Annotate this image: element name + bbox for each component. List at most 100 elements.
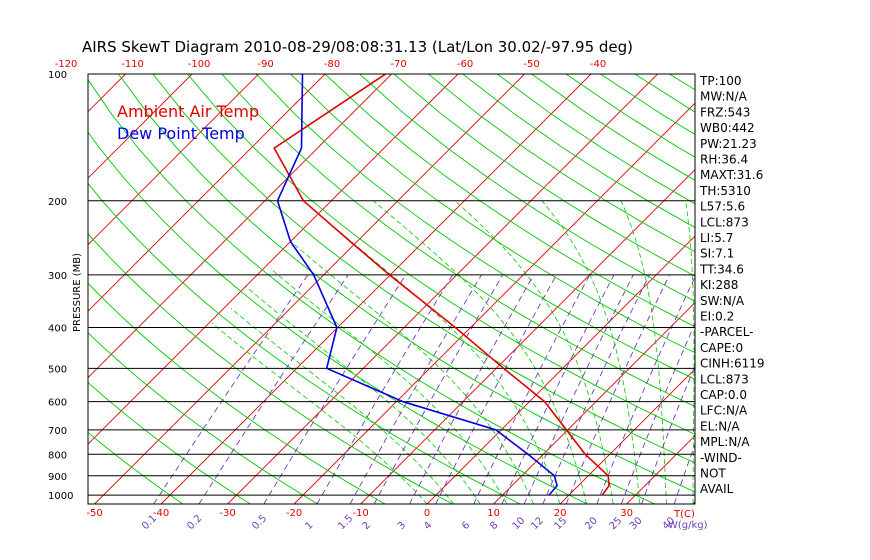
dry-adiabat-line [152, 74, 695, 464]
mixing-ratio-label: 0.2 [185, 513, 204, 532]
stability-index-item: PW:21.23 [700, 137, 757, 151]
mixing-ratio-label: 4 [422, 520, 434, 532]
stability-index-item: LCL:873 [700, 215, 749, 229]
dry-adiabat-line [290, 74, 695, 354]
mixing-ratio-line [641, 364, 695, 504]
isotherm-line [88, 74, 259, 246]
pressure-tick-label: 800 [48, 450, 67, 461]
mixing-ratio-line [373, 274, 504, 504]
y-axis-label: PRESSURE (MB) [72, 253, 83, 332]
isotherm-line [88, 74, 326, 312]
stability-index-item: LCL:873 [700, 372, 749, 386]
stability-index-item: L57:5.6 [700, 200, 745, 214]
bottom-temperature-tick-label: -10 [352, 508, 368, 519]
top-temperature-tick-label: -40 [590, 59, 606, 70]
dry-adiabat-line [88, 182, 521, 504]
top-temperature-tick-label: -70 [390, 59, 406, 70]
stability-index-item: RH:36.4 [700, 153, 748, 167]
pressure-tick-labels: 100 200 300 400 500 600 700 800 900 1000 [48, 70, 73, 502]
mixing-ratio-line [316, 274, 453, 504]
isotherm-line [426, 235, 695, 504]
isotherm-line [160, 74, 592, 504]
stability-index-item: LI:5.7 [700, 231, 733, 245]
moist-adiabat-line [290, 241, 534, 504]
mixing-ratio-line [542, 274, 650, 504]
mixing-ratio-axis-label: W(g/kg) [668, 520, 708, 531]
moist-adiabat-line [245, 286, 481, 504]
chart-title: AIRS SkewT Diagram 2010-08-29/08:08:31.1… [82, 38, 633, 56]
pressure-tick-label: 700 [48, 426, 67, 437]
stability-index-item: CAPE:0 [700, 341, 743, 355]
isotherm-line [293, 102, 695, 504]
mixing-ratio-label: 20 [583, 515, 600, 532]
stability-index-item: FRZ:543 [700, 105, 750, 119]
mixing-ratio-line [596, 275, 695, 504]
stability-index-item: LFC:N/A [700, 404, 748, 418]
pressure-tick-label: 100 [48, 70, 67, 81]
stability-index-item: MW:N/A [700, 90, 748, 104]
bottom-temperature-tick-label: 20 [554, 508, 567, 519]
bottom-temperature-tick-label: -20 [286, 508, 302, 519]
mixing-ratio-line [523, 274, 634, 504]
isotherm-line [826, 74, 870, 504]
bottom-temperature-tick-label: -30 [219, 508, 235, 519]
stability-index-item: WB0:442 [700, 121, 755, 135]
dry-adiabat-line [255, 74, 695, 380]
ambient-air-temp-line [273, 74, 610, 496]
profile-lines [273, 74, 610, 496]
stability-index-item: TT:34.6 [699, 262, 744, 276]
legend-entry-dew-point-temp: Dew Point Temp [117, 124, 245, 143]
bottom-temperature-tick-label: -50 [86, 508, 102, 519]
bottom-temperature-tick-labels: -50 -40 -30 -20 -10 0 10 20 30 [86, 508, 633, 519]
pressure-tick-label: 400 [48, 324, 67, 335]
bottom-temperature-tick-label: 0 [424, 508, 430, 519]
mixing-ratio-line [620, 322, 695, 504]
stability-index-item: -PARCEL- [700, 325, 754, 339]
mixing-ratio-label: 6 [460, 520, 472, 532]
stability-index-item: EL:N/A [700, 419, 740, 433]
dry-adiabat-line [221, 74, 695, 408]
top-temperature-tick-label: -90 [257, 59, 273, 70]
mixing-ratio-line [673, 443, 695, 504]
isotherm-line [760, 74, 870, 504]
stability-index-item: CINH:6119 [700, 357, 765, 371]
top-temperature-tick-label: -100 [188, 59, 211, 70]
pressure-tick-label: 500 [48, 364, 67, 375]
top-temperature-tick-label: -120 [55, 59, 78, 70]
dry-adiabat-line [187, 74, 695, 435]
stability-index-item: MPL:N/A [700, 435, 750, 449]
mixing-ratio-label: 2 [361, 520, 373, 532]
mixing-ratio-line [409, 274, 535, 504]
pressure-tick-label: 300 [48, 271, 67, 282]
moist-adiabat-line [270, 268, 508, 504]
isotherm-line [88, 74, 193, 179]
moist-adiabat-line [541, 200, 641, 504]
moist-adiabat-line [211, 322, 428, 504]
dry-adiabat-line [118, 74, 695, 493]
bottom-temperature-tick-label: -40 [153, 508, 169, 519]
dry-adiabat-line [88, 381, 251, 504]
mixing-ratio-line [198, 274, 349, 504]
mixing-ratio-line [263, 274, 407, 504]
mixing-ratio-label: 10 [511, 515, 528, 532]
x-axis-label: T(C) [673, 509, 695, 520]
isotherm-line [88, 74, 126, 113]
dry-adiabat-line [88, 431, 184, 504]
moist-adiabat-line [620, 200, 667, 504]
stability-index-item: CAP:0.0 [700, 388, 747, 402]
isotherm-line [88, 74, 392, 379]
mixing-ratio-label: 1 [303, 520, 315, 532]
dry-adiabat-line [393, 74, 695, 277]
mixing-ratio-label: 8 [488, 520, 500, 532]
moist-adiabat-line [685, 200, 695, 504]
bottom-temperature-tick-label: 10 [487, 508, 500, 519]
dry-adiabat-line [324, 74, 695, 328]
stability-index-item: EI:0.2 [700, 310, 734, 324]
legend-entry-ambient-air-temp: Ambient Air Temp [117, 102, 259, 121]
stability-index-item: TH:5310 [699, 184, 751, 198]
mixing-ratio-line [565, 274, 671, 504]
stability-index-item: SW:N/A [700, 294, 745, 308]
mixing-ratio-label: 12 [529, 515, 546, 532]
